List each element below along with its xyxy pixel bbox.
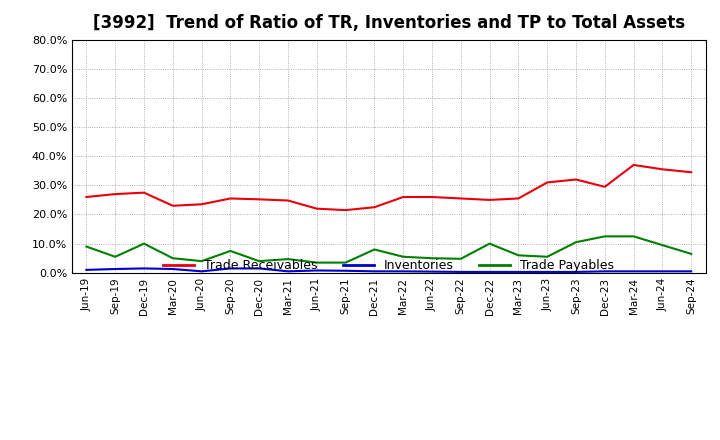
Title: [3992]  Trend of Ratio of TR, Inventories and TP to Total Assets: [3992] Trend of Ratio of TR, Inventories…	[93, 15, 685, 33]
Trade Payables	[658, 242, 667, 248]
Inventories	[226, 266, 235, 271]
Trade Receivables	[485, 197, 494, 202]
Trade Payables	[428, 256, 436, 261]
Trade Receivables	[168, 203, 177, 209]
Trade Payables	[370, 247, 379, 252]
Line: Inventories: Inventories	[86, 268, 691, 272]
Inventories	[514, 269, 523, 275]
Trade Receivables	[543, 180, 552, 185]
Trade Receivables	[82, 194, 91, 200]
Trade Receivables	[111, 191, 120, 197]
Trade Receivables	[399, 194, 408, 200]
Inventories	[140, 266, 148, 271]
Trade Payables	[82, 244, 91, 249]
Inventories	[572, 269, 580, 275]
Inventories	[629, 269, 638, 274]
Inventories	[312, 268, 321, 273]
Trade Receivables	[370, 205, 379, 210]
Inventories	[284, 269, 292, 274]
Inventories	[456, 269, 465, 275]
Trade Payables	[514, 253, 523, 258]
Inventories	[399, 269, 408, 274]
Trade Payables	[600, 234, 609, 239]
Line: Trade Payables: Trade Payables	[86, 236, 691, 263]
Trade Payables	[456, 256, 465, 261]
Inventories	[370, 269, 379, 274]
Trade Receivables	[514, 196, 523, 201]
Inventories	[687, 269, 696, 274]
Trade Payables	[255, 258, 264, 264]
Trade Receivables	[629, 162, 638, 168]
Inventories	[658, 269, 667, 274]
Trade Receivables	[456, 196, 465, 201]
Trade Receivables	[341, 208, 350, 213]
Inventories	[255, 266, 264, 271]
Inventories	[82, 267, 91, 272]
Trade Payables	[197, 258, 206, 264]
Inventories	[168, 266, 177, 271]
Inventories	[600, 269, 609, 274]
Inventories	[428, 269, 436, 274]
Trade Payables	[687, 251, 696, 257]
Trade Payables	[629, 234, 638, 239]
Trade Receivables	[197, 202, 206, 207]
Trade Receivables	[572, 177, 580, 182]
Trade Payables	[312, 260, 321, 265]
Legend: Trade Receivables, Inventories, Trade Payables: Trade Receivables, Inventories, Trade Pa…	[158, 254, 619, 278]
Trade Receivables	[312, 206, 321, 211]
Trade Payables	[485, 241, 494, 246]
Line: Trade Receivables: Trade Receivables	[86, 165, 691, 210]
Trade Receivables	[255, 197, 264, 202]
Trade Receivables	[284, 198, 292, 203]
Trade Receivables	[687, 169, 696, 175]
Trade Payables	[111, 254, 120, 260]
Trade Payables	[168, 256, 177, 261]
Inventories	[341, 268, 350, 273]
Trade Payables	[341, 260, 350, 265]
Trade Payables	[572, 239, 580, 245]
Inventories	[543, 269, 552, 275]
Trade Receivables	[658, 167, 667, 172]
Trade Payables	[399, 254, 408, 260]
Trade Receivables	[140, 190, 148, 195]
Inventories	[485, 269, 494, 275]
Inventories	[197, 269, 206, 274]
Trade Receivables	[600, 184, 609, 190]
Trade Payables	[140, 241, 148, 246]
Trade Payables	[543, 254, 552, 260]
Trade Receivables	[226, 196, 235, 201]
Trade Receivables	[428, 194, 436, 200]
Trade Payables	[226, 248, 235, 253]
Trade Payables	[284, 257, 292, 262]
Inventories	[111, 266, 120, 271]
